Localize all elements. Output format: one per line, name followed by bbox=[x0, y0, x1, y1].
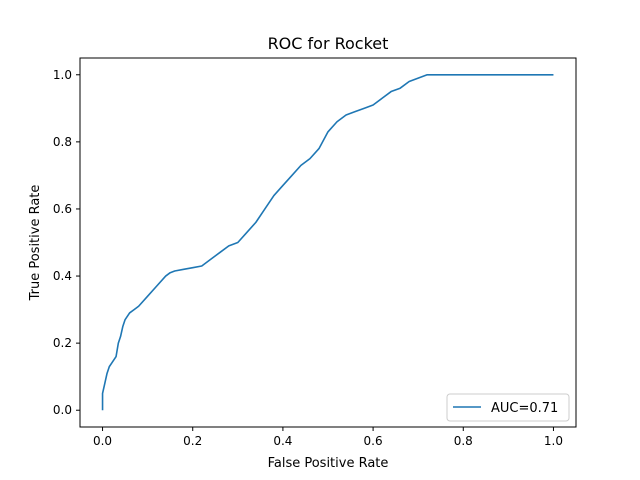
x-tick-label: 0.6 bbox=[364, 434, 383, 448]
legend-label: AUC=0.71 bbox=[491, 401, 558, 416]
x-axis-label: False Positive Rate bbox=[268, 456, 389, 471]
x-tick-label: 0.4 bbox=[273, 434, 292, 448]
roc-curve-line bbox=[101, 73, 554, 411]
plot-frame bbox=[79, 57, 577, 428]
y-tick-label: 0.4 bbox=[53, 269, 72, 283]
x-tick-label: 1.0 bbox=[544, 434, 563, 448]
x-tick-label: 0.2 bbox=[183, 434, 202, 448]
y-tick-label: 0.6 bbox=[53, 202, 72, 216]
y-tick-label: 0.2 bbox=[53, 336, 72, 350]
x-axis: 0.0 0.2 0.4 0.6 0.8 1.0 bbox=[93, 427, 563, 448]
curve-layer bbox=[101, 73, 554, 411]
y-tick-label: 0.0 bbox=[53, 403, 72, 417]
legend-box bbox=[446, 393, 570, 422]
y-tick-label: 1.0 bbox=[53, 68, 72, 82]
x-tick-label: 0.8 bbox=[454, 434, 473, 448]
x-tick-label: 0.0 bbox=[93, 434, 112, 448]
chart-title: ROC for Rocket bbox=[268, 34, 389, 53]
y-axis-label: True Positive Rate bbox=[28, 185, 43, 302]
legend: AUC=0.71 bbox=[446, 393, 570, 422]
y-axis: 0.0 0.2 0.4 0.6 0.8 1.0 bbox=[53, 68, 80, 417]
y-tick-label: 0.8 bbox=[53, 135, 72, 149]
plot-area bbox=[80, 58, 576, 427]
